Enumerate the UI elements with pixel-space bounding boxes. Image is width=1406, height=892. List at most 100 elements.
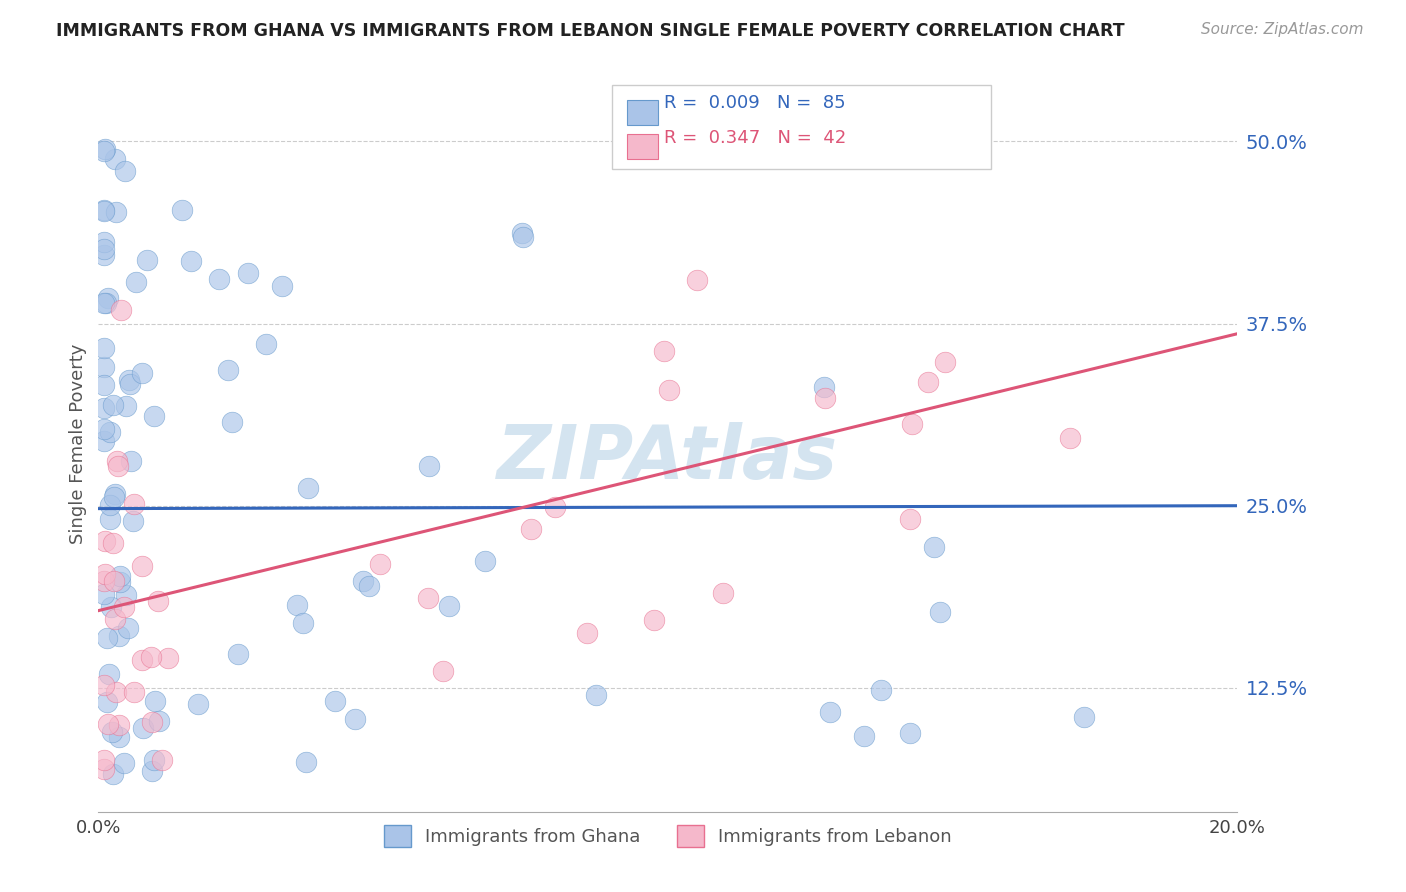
Point xyxy=(814,391,837,405)
Point xyxy=(652,343,675,358)
Point xyxy=(94,142,117,156)
Point xyxy=(117,621,139,635)
Point xyxy=(270,279,292,293)
Point xyxy=(686,273,709,287)
Point xyxy=(900,512,922,526)
Point xyxy=(120,453,142,467)
Point xyxy=(344,712,367,726)
Point xyxy=(121,514,143,528)
Point xyxy=(103,487,125,501)
Point xyxy=(432,664,454,678)
Point xyxy=(98,425,121,439)
Point xyxy=(101,398,124,412)
Point xyxy=(136,253,159,268)
Point xyxy=(474,554,496,568)
Point xyxy=(103,767,125,781)
Point xyxy=(143,694,166,708)
Point xyxy=(93,678,115,692)
Point xyxy=(114,163,136,178)
Point xyxy=(93,202,115,217)
Point xyxy=(94,567,117,582)
Point xyxy=(94,295,117,310)
Point xyxy=(107,458,129,473)
Point xyxy=(544,500,567,514)
Point xyxy=(585,688,607,702)
Point xyxy=(125,275,148,289)
Point xyxy=(96,632,118,646)
Point xyxy=(180,254,202,268)
Point xyxy=(110,303,132,318)
Point xyxy=(146,593,169,607)
Point xyxy=(917,376,939,390)
Point xyxy=(853,730,876,744)
Y-axis label: Single Female Poverty: Single Female Poverty xyxy=(69,343,87,544)
Text: R =  0.347   N =  42: R = 0.347 N = 42 xyxy=(664,129,846,147)
Point xyxy=(575,626,598,640)
Point xyxy=(97,716,120,731)
Point xyxy=(104,205,127,219)
Point xyxy=(93,574,115,588)
Point xyxy=(93,401,115,415)
Point xyxy=(93,422,115,436)
Point xyxy=(98,666,121,681)
Point xyxy=(187,697,209,711)
Point xyxy=(285,599,308,613)
Point xyxy=(148,714,170,729)
Point xyxy=(142,409,165,424)
Point xyxy=(93,235,115,249)
Point xyxy=(901,417,924,431)
Point xyxy=(150,753,173,767)
Point xyxy=(156,650,179,665)
Point xyxy=(131,653,153,667)
Point xyxy=(104,612,127,626)
Text: Source: ZipAtlas.com: Source: ZipAtlas.com xyxy=(1201,22,1364,37)
Point xyxy=(131,367,153,381)
Point xyxy=(141,715,163,730)
Text: R =  0.009   N =  85: R = 0.009 N = 85 xyxy=(664,95,845,112)
Point xyxy=(103,574,125,589)
Point xyxy=(172,202,194,217)
Point xyxy=(94,533,117,548)
Point xyxy=(93,144,115,158)
Point xyxy=(103,152,125,166)
Point xyxy=(98,512,121,526)
Point xyxy=(93,296,115,310)
Point xyxy=(813,380,835,394)
Point xyxy=(112,599,135,614)
Point xyxy=(221,415,243,429)
Point xyxy=(254,336,277,351)
Point xyxy=(103,490,125,504)
Point xyxy=(93,377,115,392)
Point xyxy=(96,695,118,709)
Point xyxy=(118,373,141,387)
Point xyxy=(711,586,734,600)
Point xyxy=(217,363,239,377)
Legend: Immigrants from Ghana, Immigrants from Lebanon: Immigrants from Ghana, Immigrants from L… xyxy=(377,818,959,855)
Point xyxy=(141,764,163,779)
Point xyxy=(208,272,231,286)
Point xyxy=(112,756,135,770)
Point xyxy=(93,586,115,600)
Point xyxy=(108,629,131,643)
Text: ZIPAtlas: ZIPAtlas xyxy=(498,422,838,495)
Point xyxy=(139,650,162,665)
Point xyxy=(352,574,374,588)
Point xyxy=(104,684,127,698)
Point xyxy=(114,399,136,413)
Point xyxy=(291,616,314,631)
Point xyxy=(110,569,132,583)
Point xyxy=(295,756,318,770)
Point xyxy=(98,499,121,513)
Point xyxy=(93,434,115,449)
Point xyxy=(924,541,946,555)
Point xyxy=(418,458,440,473)
Point xyxy=(510,226,533,240)
Point xyxy=(131,722,153,736)
Point xyxy=(934,355,956,369)
Point xyxy=(323,694,346,708)
Point xyxy=(118,377,141,392)
Point xyxy=(97,291,120,305)
Point xyxy=(818,705,841,719)
Point xyxy=(1073,710,1095,724)
Point xyxy=(93,203,115,218)
